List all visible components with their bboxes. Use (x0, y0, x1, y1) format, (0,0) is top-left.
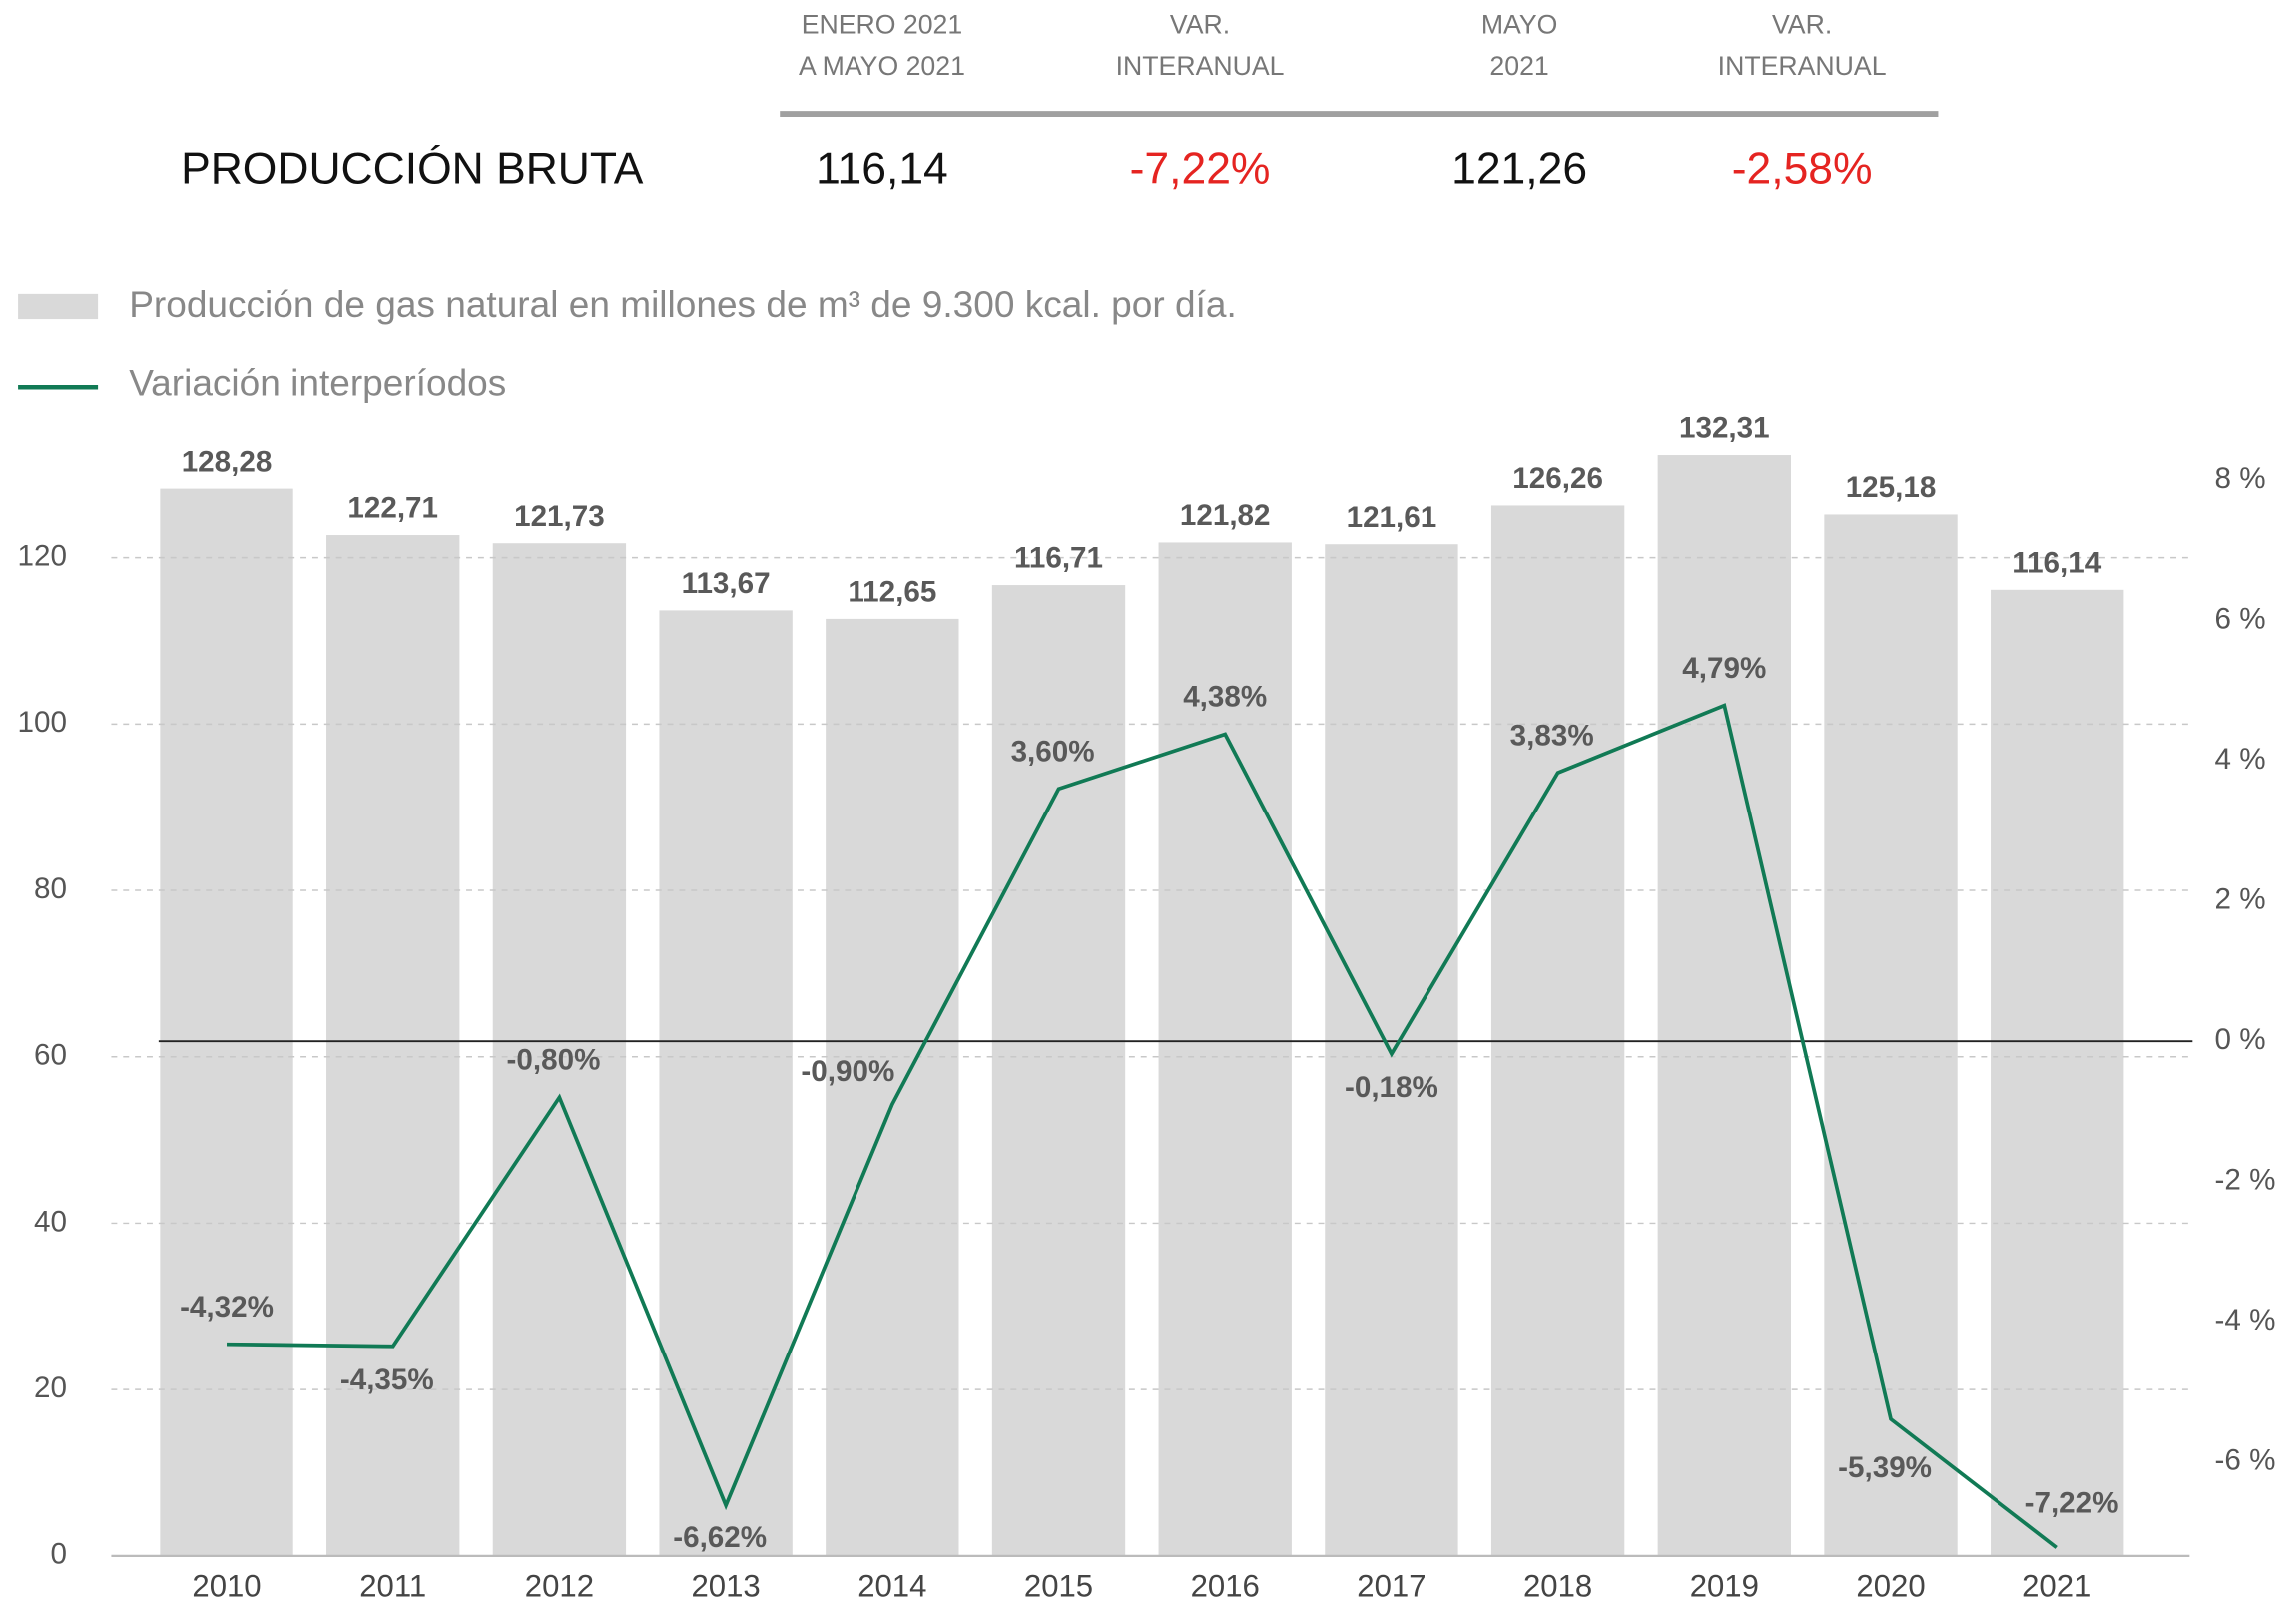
bar (659, 610, 793, 1556)
y2-tick-label: 0 % (2215, 1023, 2266, 1056)
table-cell: -2,58% (1732, 145, 1873, 194)
x-tick-label: 2017 (1357, 1569, 1426, 1604)
x-tick-label: 2015 (1024, 1569, 1093, 1604)
legend-swatch (18, 293, 99, 320)
x-tick-label: 2016 (1191, 1569, 1260, 1604)
bar-value-label: 132,31 (1679, 412, 1770, 445)
x-tick-label: ene-may (499, 1613, 620, 1624)
bar-value-label: 116,71 (1014, 542, 1103, 575)
bar (1490, 505, 1625, 1556)
x-tick-label: ene-may (1997, 1613, 2117, 1624)
x-tick-label: 2021 (2022, 1569, 2091, 1604)
x-tick-label: 2014 (857, 1569, 926, 1604)
bar-value-label: 126,26 (1512, 462, 1603, 495)
bar-value-label: 121,61 (1347, 501, 1437, 534)
legend-label: Producción de gas natural en millones de… (129, 283, 1237, 325)
line-value-label: -0,90% (801, 1055, 894, 1088)
line-value-label: -7,22% (2025, 1486, 2119, 1519)
bar-value-label: 116,14 (2012, 546, 2102, 579)
bar (826, 618, 959, 1556)
x-tick-label: ene-may (666, 1613, 787, 1624)
x-tick-label: 2020 (1856, 1569, 1925, 1604)
y-tick-label: 40 (34, 1205, 67, 1238)
x-tick-label: 2019 (1690, 1569, 1759, 1604)
bar-value-label: 122,71 (347, 492, 438, 525)
x-tick-label: ene-may (1165, 1613, 1286, 1624)
line-value-label: -0,80% (507, 1044, 601, 1077)
x-tick-label: ene-may (1331, 1613, 1451, 1624)
x-tick-label: 2013 (692, 1569, 761, 1604)
y2-tick-label: 8 % (2215, 462, 2266, 495)
bar-value-label: 113,67 (682, 567, 771, 600)
bar-value-label: 128,28 (182, 445, 273, 478)
y-tick-label: 120 (18, 539, 67, 572)
y2-tick-label: -6 % (2215, 1444, 2276, 1477)
x-tick-label: ene-may (832, 1613, 952, 1624)
x-tick-label: ene-may (998, 1613, 1119, 1624)
table-cell: -7,22% (1130, 145, 1271, 194)
line (226, 703, 2058, 1549)
bar-value-label: 112,65 (848, 576, 936, 609)
table-header: VAR. (1170, 10, 1230, 40)
x-tick-label: ene-may (1497, 1613, 1618, 1624)
bar-value-label: 125,18 (1846, 471, 1937, 504)
x-tick-label: ene-may (1664, 1613, 1785, 1624)
y2-tick-label: 2 % (2215, 883, 2266, 916)
table-header: INTERANUAL (1718, 51, 1887, 81)
bar (492, 543, 627, 1556)
bar (1824, 514, 1958, 1556)
line-value-label: 4,38% (1183, 681, 1267, 714)
y2-tick-label: -4 % (2215, 1304, 2276, 1337)
line-value-label: 3,60% (1011, 736, 1095, 769)
bar-value-label: 121,82 (1180, 499, 1271, 532)
table-cell: 121,26 (1451, 145, 1587, 194)
line-value-label: -6,62% (673, 1521, 767, 1554)
row-label: PRODUCCIÓN BRUTA (181, 145, 644, 194)
x-tick-label: ene-may (166, 1613, 286, 1624)
y-tick-label: 60 (34, 1039, 67, 1072)
y-tick-label: 20 (34, 1371, 67, 1404)
line-value-label: -0,18% (1345, 1071, 1438, 1104)
bar-value-label: 121,73 (514, 500, 605, 533)
x-tick-label: ene-may (332, 1613, 453, 1624)
line-value-label: -4,35% (340, 1363, 434, 1396)
x-tick-label: 2012 (525, 1569, 594, 1604)
table-header: VAR. (1772, 10, 1832, 40)
bar (1657, 455, 1792, 1556)
table-header: A MAYO 2021 (799, 51, 965, 81)
bar (326, 535, 460, 1556)
y-tick-label: 0 (50, 1538, 66, 1571)
bar (1158, 542, 1292, 1556)
line-value-label: -4,32% (180, 1291, 274, 1324)
table-header: MAYO (1481, 10, 1558, 40)
table-cell: 116,14 (816, 145, 948, 194)
x-tick-label: 2018 (1523, 1569, 1592, 1604)
y-tick-label: 80 (34, 872, 67, 905)
bar (1991, 589, 2124, 1556)
x-tick-label: 2010 (192, 1569, 261, 1604)
y2-tick-label: 6 % (2215, 602, 2266, 635)
x-tick-label: 2011 (359, 1569, 426, 1604)
table-header: INTERANUAL (1116, 51, 1285, 81)
x-tick-label: ene-may (1831, 1613, 1952, 1624)
y2-tick-label: 4 % (2215, 743, 2266, 776)
line-value-label: 4,79% (1682, 652, 1766, 685)
y-tick-label: 100 (18, 706, 67, 739)
line-value-label: 3,83% (1510, 719, 1594, 752)
bar (991, 585, 1126, 1556)
y2-tick-label: -2 % (2215, 1164, 2276, 1197)
table-header: ENERO 2021 (802, 10, 963, 40)
table-header: 2021 (1489, 51, 1548, 81)
legend-label: Variación interperíodos (129, 362, 506, 404)
line-value-label: -5,39% (1838, 1451, 1932, 1484)
bar (160, 488, 293, 1556)
